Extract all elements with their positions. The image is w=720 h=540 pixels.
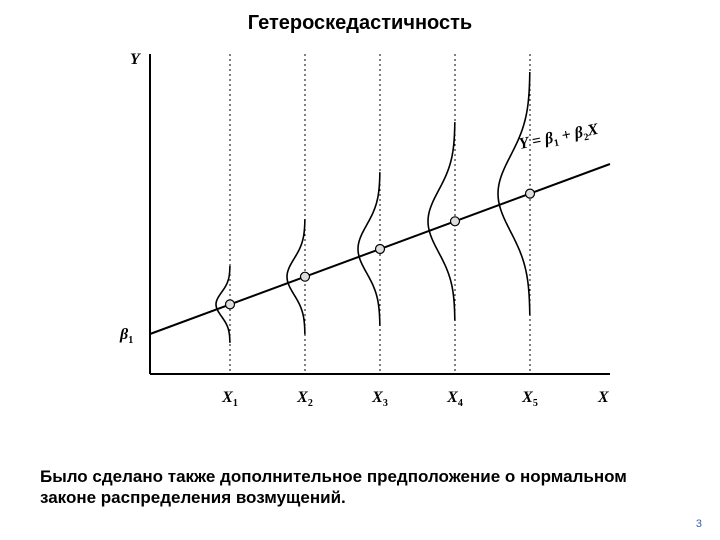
mean-marker [376,245,385,254]
x-tick-label: X2 [296,389,313,409]
page-title: Гетероскедастичность [0,12,720,35]
mean-marker [451,217,460,226]
mean-marker [301,272,310,281]
x-axis-label: X [597,389,609,406]
x-tick-label: X1 [221,389,238,409]
x-tick-label: X3 [371,389,388,409]
heteroscedasticity-diagram: Y Xβ1 X1 X2 X3 X4 X5 Y = β1 + β2X [90,44,630,424]
svg-text:Y = β1 + β2X: Y = β1 + β2X [518,121,601,156]
equation-label: Y = β1 + β2X [518,121,601,156]
beta1-label: β1 [119,326,133,346]
x-tick-label: X5 [521,389,538,409]
page-number: 3 [696,518,702,530]
caption-text: Было сделано также дополнительное предпо… [40,466,680,509]
y-axis-label: Y [130,51,141,68]
mean-marker [526,189,535,198]
mean-marker [226,300,235,309]
x-tick-label: X4 [446,389,463,409]
